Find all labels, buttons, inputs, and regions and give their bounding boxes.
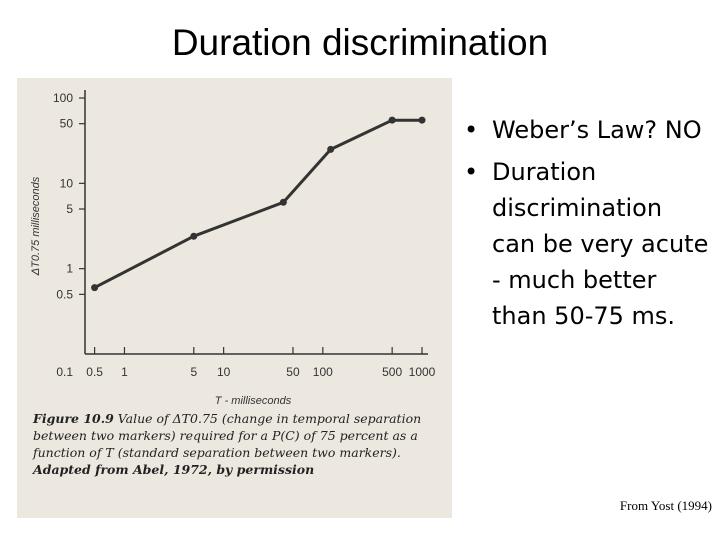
y-tick-label: 50 xyxy=(60,117,74,131)
data-point xyxy=(418,116,426,124)
source-note: From Yost (1994) xyxy=(619,498,712,513)
y-tick-label: 5 xyxy=(66,202,73,216)
x-tick-label: 100 xyxy=(313,365,333,379)
data-point xyxy=(327,145,335,153)
caption-credit: Adapted from Abel, 1972, by permission xyxy=(33,462,315,477)
x-tick-label: 500 xyxy=(382,365,402,379)
figure-caption: Figure 10.9 Value of ΔT0.75 (change in t… xyxy=(33,410,443,478)
data-point xyxy=(279,198,287,206)
x-axis-label: T - milliseconds xyxy=(215,395,292,407)
caption-lead: Figure 10.9 xyxy=(33,411,114,426)
bullet-dot-icon: • xyxy=(464,158,479,186)
y-tick-label: 10 xyxy=(60,176,74,190)
bullet-dot-icon: • xyxy=(464,116,479,144)
slide-title: Duration discrimination xyxy=(171,22,549,63)
y-tick-label: 1 xyxy=(66,262,73,276)
data-point xyxy=(388,116,396,124)
x-tick-label: 10 xyxy=(217,365,231,379)
y-tick-label: 100 xyxy=(53,91,73,105)
bullet-text: Weber’s Law? NO xyxy=(492,116,702,144)
data-point xyxy=(190,232,198,240)
x-tick-label: 0.5 xyxy=(86,365,103,379)
caption-body: Value of ΔT0.75 (change in temporal sepa… xyxy=(33,411,422,460)
figure-panel: 100 50 10 5 1 0.5 0.1 0.5 1 5 10 50 100 500 1000 T - mi… xyxy=(17,78,452,518)
duration-chart: 100 50 10 5 1 0.5 0.1 0.5 1 5 10 50 100 500 1000 T - mi… xyxy=(30,90,436,407)
bullet-item: • Weber’s Law? NO xyxy=(462,112,712,148)
series-line xyxy=(93,118,422,289)
y-origin-label: 0.1 xyxy=(56,365,73,379)
bullet-text: Duration discrimination can be very acut… xyxy=(492,158,709,330)
x-tick-label: 50 xyxy=(286,365,300,379)
data-point xyxy=(91,284,99,292)
x-tick-label: 1 xyxy=(121,365,128,379)
x-tick-label: 5 xyxy=(190,365,197,379)
y-tick-label: 0.5 xyxy=(56,287,73,301)
bullet-list: • Weber’s Law? NO • Duration discriminatio… xyxy=(462,112,712,340)
x-tick-label: 1000 xyxy=(409,365,436,379)
bullet-item: • Duration discrimination can be very acu… xyxy=(462,154,712,334)
y-axis-label: ΔT0.75 milliseconds xyxy=(30,176,42,276)
